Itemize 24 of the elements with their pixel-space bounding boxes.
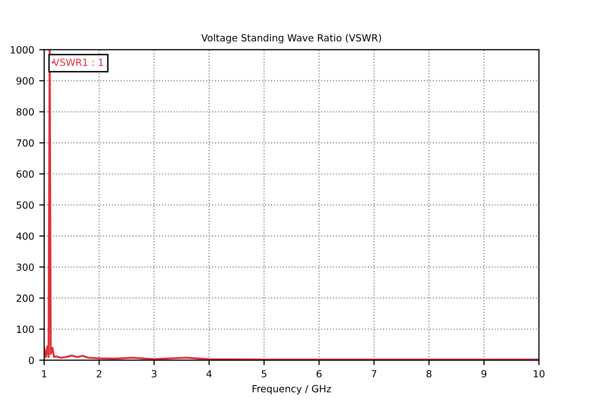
y-tick-label: 0 — [28, 356, 34, 364]
x-tick-label: 10 — [534, 370, 544, 378]
y-tick-label: 1000 — [10, 46, 34, 54]
y-tick-label: 100 — [16, 326, 34, 333]
x-axis-title: Frequency / GHz — [252, 385, 331, 394]
y-tick-label: 300 — [16, 264, 34, 271]
x-tick-label: 1 — [42, 370, 46, 378]
x-tick-label: 8 — [426, 370, 432, 378]
y-tick-label: 400 — [16, 232, 34, 240]
y-tick-label: 900 — [16, 77, 34, 85]
y-tick-label: 500 — [16, 201, 34, 209]
x-tick-label: 6 — [316, 370, 322, 378]
y-tick-label: 600 — [16, 170, 34, 178]
chart-title: Voltage Standing Wave Ratio (VSWR) — [201, 34, 381, 44]
x-tick-label: 5 — [262, 370, 266, 378]
x-tick-label: 4 — [206, 370, 212, 378]
y-tick-label: 800 — [16, 108, 34, 116]
x-tick-label: 3 — [152, 370, 156, 378]
x-tick-label: 2 — [96, 370, 102, 378]
x-tick-label: 9 — [481, 370, 486, 378]
x-tick-label: 7 — [372, 370, 376, 378]
legend-label: VSWR1 : 1 — [53, 58, 104, 66]
y-tick-label: 700 — [16, 139, 34, 147]
y-tick-label: 200 — [16, 294, 34, 302]
